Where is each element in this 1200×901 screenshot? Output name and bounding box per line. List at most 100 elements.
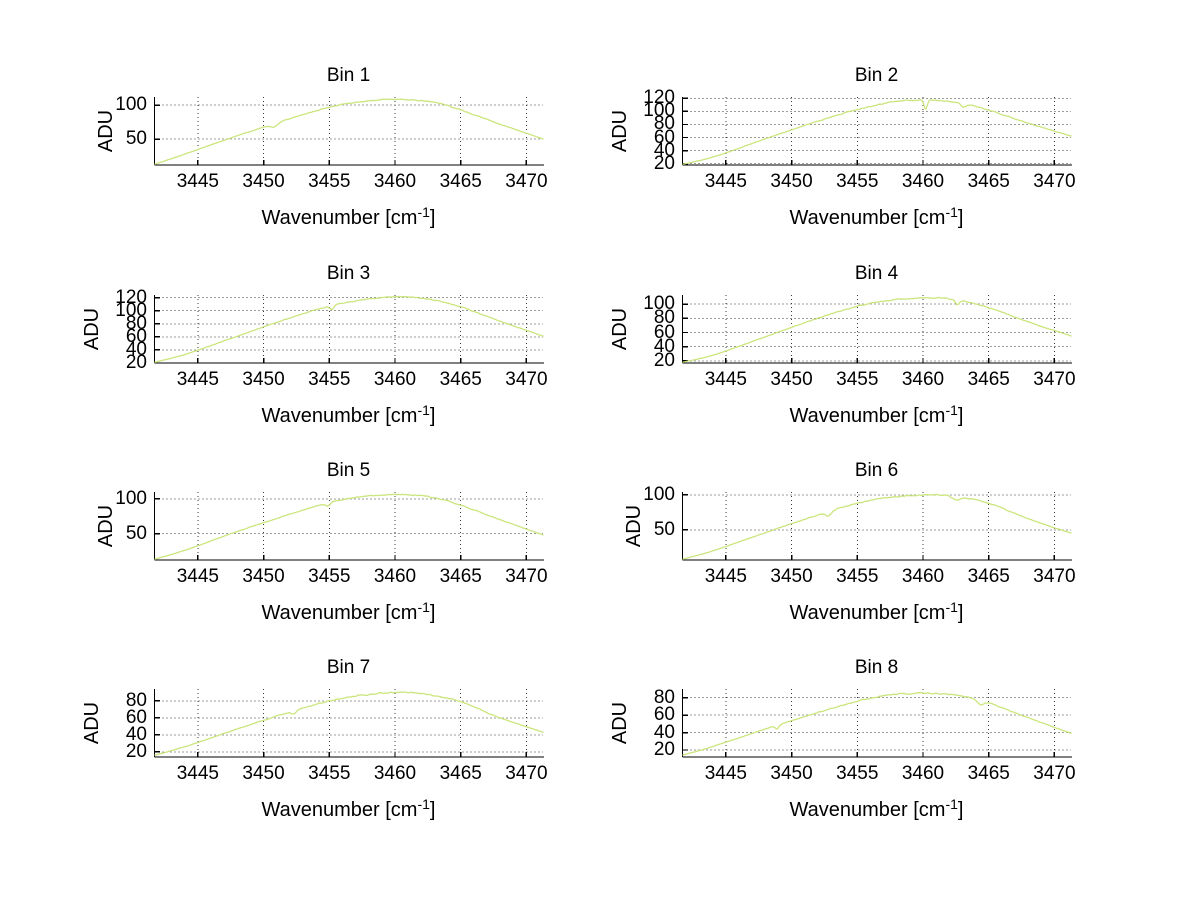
y-tick-label: 100 <box>115 487 147 509</box>
x-tick-label: 3465 <box>967 763 1010 784</box>
plot-area-bin-5 <box>153 492 544 561</box>
plot-area-bin-2 <box>681 97 1072 166</box>
subplot-title-bin-6: Bin 6 <box>854 460 899 481</box>
plot-area-bin-3 <box>153 295 544 364</box>
subplot-title-bin-1: Bin 1 <box>326 65 371 86</box>
x-tick-label: 3470 <box>1033 171 1076 192</box>
y-tick-label: 100 <box>643 100 675 122</box>
x-axis-label-end: ] <box>957 405 964 427</box>
y-tick-label: 100 <box>115 299 147 321</box>
x-axis-label: Wavenumber [cm-1] <box>682 796 1071 822</box>
y-tick-label: 20 <box>653 739 675 761</box>
y-tick-label: 40 <box>125 723 147 745</box>
x-tick-label: 3445 <box>176 763 219 784</box>
x-tick-label: 3455 <box>308 369 351 390</box>
x-axis-label: Wavenumber [cm-1] <box>682 204 1071 230</box>
x-axis-label: Wavenumber [cm-1] <box>154 796 543 822</box>
plot-area-bin-1 <box>153 97 544 166</box>
x-axis-label-end: ] <box>957 799 964 821</box>
y-tick-label: 120 <box>643 87 675 109</box>
x-tick-label: 3455 <box>308 566 351 587</box>
x-tick-label: 3455 <box>836 369 879 390</box>
spectrum-line <box>154 295 544 363</box>
x-tick-label: 3465 <box>967 171 1010 192</box>
y-tick-label: 50 <box>125 522 147 544</box>
x-tick-label: 3445 <box>704 763 747 784</box>
subplot-title-bin-7: Bin 7 <box>326 657 371 678</box>
x-axis-label-end: ] <box>429 602 436 624</box>
subplot-title-bin-4: Bin 4 <box>854 263 899 284</box>
y-tick-label: 20 <box>125 352 147 373</box>
y-tick-label: 60 <box>125 706 147 728</box>
x-tick-label: 3455 <box>308 171 351 192</box>
spectrum-line <box>154 691 544 756</box>
x-tick-label: 3460 <box>373 763 417 784</box>
subplot-title-bin-8: Bin 8 <box>854 657 899 678</box>
x-tick-label: 3470 <box>505 566 548 587</box>
x-tick-label: 3450 <box>770 369 813 390</box>
y-tick-label: 20 <box>653 349 675 371</box>
x-axis-label-superscript: -1 <box>417 796 430 812</box>
x-tick-label: 3460 <box>901 171 945 192</box>
y-tick-label: 120 <box>115 286 147 308</box>
y-tick-label: 60 <box>653 126 675 148</box>
y-tick-label: 40 <box>653 721 675 743</box>
x-tick-label: 3450 <box>770 171 813 192</box>
y-tick-label: 80 <box>653 307 675 329</box>
x-tick-label: 3455 <box>836 566 879 587</box>
spectrum-line <box>154 98 544 165</box>
x-tick-label: 3470 <box>1033 566 1076 587</box>
y-tick-label: 50 <box>125 128 147 150</box>
x-axis-label-superscript: -1 <box>417 599 430 615</box>
y-tick-label: 40 <box>653 139 675 161</box>
x-tick-label: 3470 <box>505 369 548 390</box>
x-axis-label: Wavenumber [cm-1] <box>154 204 543 230</box>
x-tick-label: 3445 <box>704 369 747 390</box>
x-axis-label-superscript: -1 <box>945 796 958 812</box>
y-tick-label: 60 <box>653 704 675 726</box>
x-tick-label: 3445 <box>176 171 219 192</box>
spectrum-line <box>682 493 1072 560</box>
x-tick-label: 3470 <box>505 763 548 784</box>
x-axis-label-superscript: -1 <box>417 402 430 418</box>
x-axis-label-superscript: -1 <box>945 599 958 615</box>
x-tick-label: 3460 <box>901 369 945 390</box>
x-tick-label: 3450 <box>242 763 285 784</box>
y-tick-label: 80 <box>125 689 147 711</box>
subplot-title-bin-5: Bin 5 <box>326 460 371 481</box>
x-axis-label-base: Wavenumber [cm <box>261 799 418 821</box>
x-axis-label-end: ] <box>957 207 964 229</box>
y-tick-label: 80 <box>653 113 675 135</box>
y-tick-label: 40 <box>125 338 147 360</box>
spectrum-line <box>154 493 544 560</box>
subplot-title-bin-3: Bin 3 <box>326 263 371 284</box>
x-axis-label-superscript: -1 <box>945 204 958 220</box>
x-axis-label: Wavenumber [cm-1] <box>682 402 1071 428</box>
x-axis-label-end: ] <box>429 799 436 821</box>
y-tick-label: 100 <box>643 293 675 315</box>
x-tick-label: 3460 <box>901 566 945 587</box>
x-tick-label: 3460 <box>373 369 417 390</box>
x-tick-label: 3445 <box>704 566 747 587</box>
x-axis-label-base: Wavenumber [cm <box>261 405 418 427</box>
plot-area-bin-7 <box>153 689 544 758</box>
y-tick-label: 80 <box>125 312 147 334</box>
x-axis-label-end: ] <box>957 602 964 624</box>
x-axis-label-end: ] <box>429 207 436 229</box>
x-tick-label: 3465 <box>439 171 482 192</box>
x-axis-label: Wavenumber [cm-1] <box>154 402 543 428</box>
x-axis-label: Wavenumber [cm-1] <box>154 599 543 625</box>
plot-area-bin-4 <box>681 295 1072 364</box>
x-axis-label-base: Wavenumber [cm <box>789 405 946 427</box>
y-tick-label: 50 <box>653 518 675 540</box>
x-tick-label: 3460 <box>373 566 417 587</box>
x-axis-label-superscript: -1 <box>945 402 958 418</box>
y-tick-label: 60 <box>125 325 147 347</box>
x-axis-label-base: Wavenumber [cm <box>789 207 946 229</box>
y-tick-label: 20 <box>653 152 675 174</box>
x-tick-label: 3450 <box>242 369 285 390</box>
x-tick-label: 3445 <box>176 566 219 587</box>
spectrum-line <box>682 99 1072 165</box>
x-axis-label-base: Wavenumber [cm <box>261 602 418 624</box>
x-axis-label-base: Wavenumber [cm <box>261 207 418 229</box>
